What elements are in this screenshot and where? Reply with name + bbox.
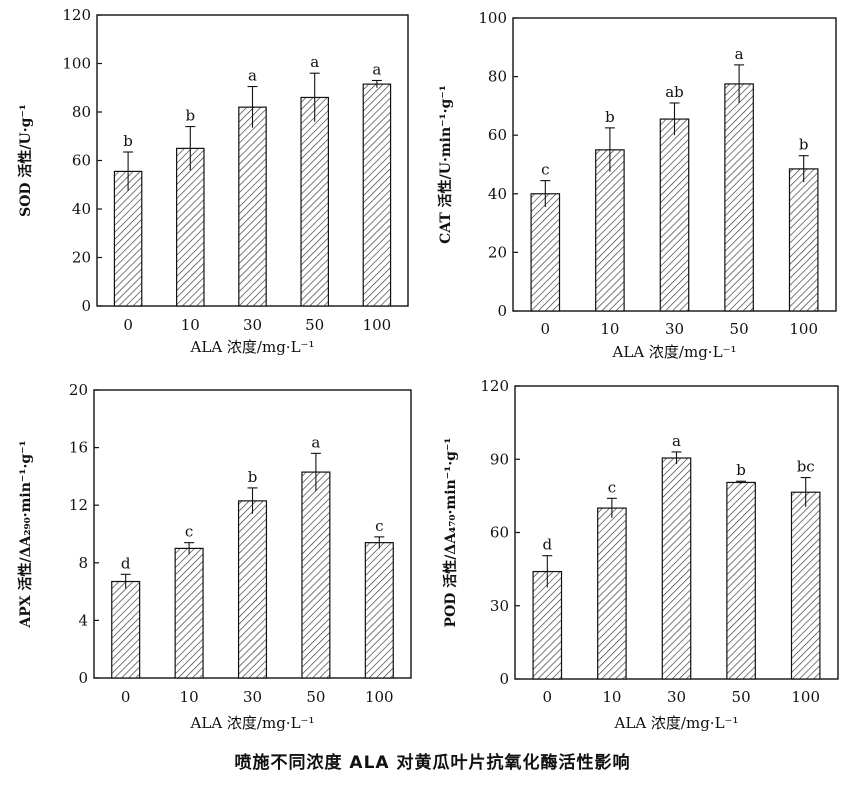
- bar: [364, 542, 394, 679]
- x-tick-label: 30: [243, 316, 262, 334]
- significance-label: a: [372, 60, 381, 78]
- y-tick-label: 20: [488, 243, 507, 261]
- bar: [530, 193, 561, 312]
- x-axis-title: ALA 浓度/mg·L⁻¹: [190, 714, 315, 732]
- x-tick-label: 30: [665, 320, 684, 338]
- x-tick-label: 30: [243, 688, 262, 706]
- y-tick-label: 120: [62, 6, 91, 24]
- significance-label: c: [185, 523, 193, 541]
- y-tick-label: 100: [478, 9, 507, 27]
- significance-label: a: [735, 45, 744, 63]
- bar: [790, 491, 821, 680]
- y-tick-label: 12: [69, 496, 88, 514]
- x-tick-label: 10: [600, 320, 619, 338]
- x-tick-label: 0: [543, 688, 553, 706]
- x-tick-label: 0: [541, 320, 551, 338]
- x-tick-label: 10: [602, 688, 621, 706]
- y-axis-title: CAT 活性/U·min⁻¹·g⁻¹: [437, 85, 454, 244]
- y-tick-label: 0: [497, 302, 507, 320]
- bar: [659, 118, 690, 312]
- significance-label: b: [736, 461, 746, 479]
- significance-label: c: [541, 161, 549, 179]
- y-tick-label: 0: [499, 670, 509, 688]
- significance-label: a: [311, 433, 320, 451]
- bar: [597, 507, 627, 680]
- figure-caption: 喷施不同浓度 ALA 对黄瓜叶片抗氧化酶活性影响: [234, 753, 631, 773]
- significance-label: a: [310, 53, 319, 71]
- y-axis-title: POD 活性/ΔA₄₇₀·min⁻¹·g⁻¹: [442, 438, 459, 628]
- bar: [595, 149, 625, 312]
- bar: [174, 547, 204, 679]
- x-axis-title: ALA 浓度/mg·L⁻¹: [612, 343, 737, 361]
- y-tick-label: 16: [69, 439, 88, 457]
- y-tick-label: 0: [81, 297, 91, 315]
- significance-label: c: [375, 517, 383, 535]
- significance-label: a: [672, 432, 681, 450]
- bar: [113, 170, 143, 307]
- y-tick-label: 80: [488, 68, 507, 86]
- significance-label: bc: [797, 458, 815, 476]
- y-tick-label: 40: [488, 185, 507, 203]
- bar: [362, 83, 392, 307]
- x-tick-label: 50: [305, 316, 324, 334]
- y-tick-label: 4: [78, 611, 88, 629]
- y-tick-label: 100: [62, 55, 91, 73]
- bar: [301, 471, 331, 679]
- bar: [176, 147, 205, 307]
- y-tick-label: 60: [490, 524, 509, 542]
- y-tick-label: 8: [78, 554, 88, 572]
- y-tick-label: 60: [488, 126, 507, 144]
- y-tick-label: 40: [72, 200, 91, 218]
- significance-label: ab: [665, 83, 684, 101]
- y-axis-title: APX 活性/ΔA₂₉₀·min⁻¹·g⁻¹: [17, 440, 34, 628]
- x-tick-label: 10: [181, 316, 200, 334]
- y-tick-label: 20: [72, 249, 91, 267]
- y-tick-label: 0: [78, 669, 88, 687]
- bar: [661, 457, 692, 680]
- x-tick-label: 100: [365, 688, 394, 706]
- y-tick-label: 80: [72, 103, 91, 121]
- y-tick-label: 90: [490, 450, 509, 468]
- y-tick-label: 20: [69, 381, 88, 399]
- y-tick-label: 120: [480, 377, 509, 395]
- bar: [532, 570, 563, 680]
- significance-label: b: [123, 132, 133, 150]
- bar: [726, 481, 756, 680]
- x-axis-title: ALA 浓度/mg·L⁻¹: [614, 714, 739, 732]
- pod-chart-panel: 0 30 60 90 120 d 0 c 10 a 30 b 50 bc 100 ALA 浓度/mg·L⁻¹ P…: [442, 377, 839, 732]
- x-tick-label: 30: [667, 688, 686, 706]
- x-tick-label: 50: [732, 688, 751, 706]
- y-tick-label: 30: [490, 597, 509, 615]
- x-axis-title: ALA 浓度/mg·L⁻¹: [190, 338, 315, 356]
- bar: [111, 580, 141, 679]
- x-tick-label: 0: [123, 316, 133, 334]
- x-tick-label: 50: [306, 688, 325, 706]
- significance-label: d: [121, 554, 131, 572]
- cat-chart-panel: 0 20 40 60 80 100 c 0 b 10 ab 30 a 50 b 100 ALA 浓度/mg·L⁻…: [437, 9, 837, 361]
- x-tick-label: 50: [730, 320, 749, 338]
- y-axis-title: SOD 活性/U·g⁻¹: [17, 104, 34, 217]
- significance-label: a: [248, 67, 257, 85]
- apx-chart-panel: 0 4 8 12 16 20 d 0 c 10 b 30 a 50 c 100 ALA 浓度/mg·L⁻¹ APX…: [17, 381, 412, 732]
- bar: [238, 106, 267, 307]
- bar: [788, 168, 819, 312]
- significance-label: b: [605, 108, 615, 126]
- x-tick-label: 100: [363, 316, 392, 334]
- significance-label: b: [248, 468, 258, 486]
- sod-chart-panel: 0 20 40 60 80 100 120 b 0 b 10 a 30 a 50 a 100 ALA 浓度/mg·…: [17, 6, 409, 356]
- x-tick-label: 100: [789, 320, 818, 338]
- y-tick-label: 60: [72, 152, 91, 170]
- significance-label: d: [542, 536, 552, 554]
- significance-label: b: [799, 136, 809, 154]
- x-tick-label: 0: [121, 688, 131, 706]
- x-tick-label: 100: [791, 688, 820, 706]
- bar: [237, 500, 268, 679]
- bar: [300, 96, 329, 307]
- x-tick-label: 10: [180, 688, 199, 706]
- significance-label: c: [608, 478, 616, 496]
- bar: [724, 83, 754, 312]
- significance-label: b: [185, 107, 195, 125]
